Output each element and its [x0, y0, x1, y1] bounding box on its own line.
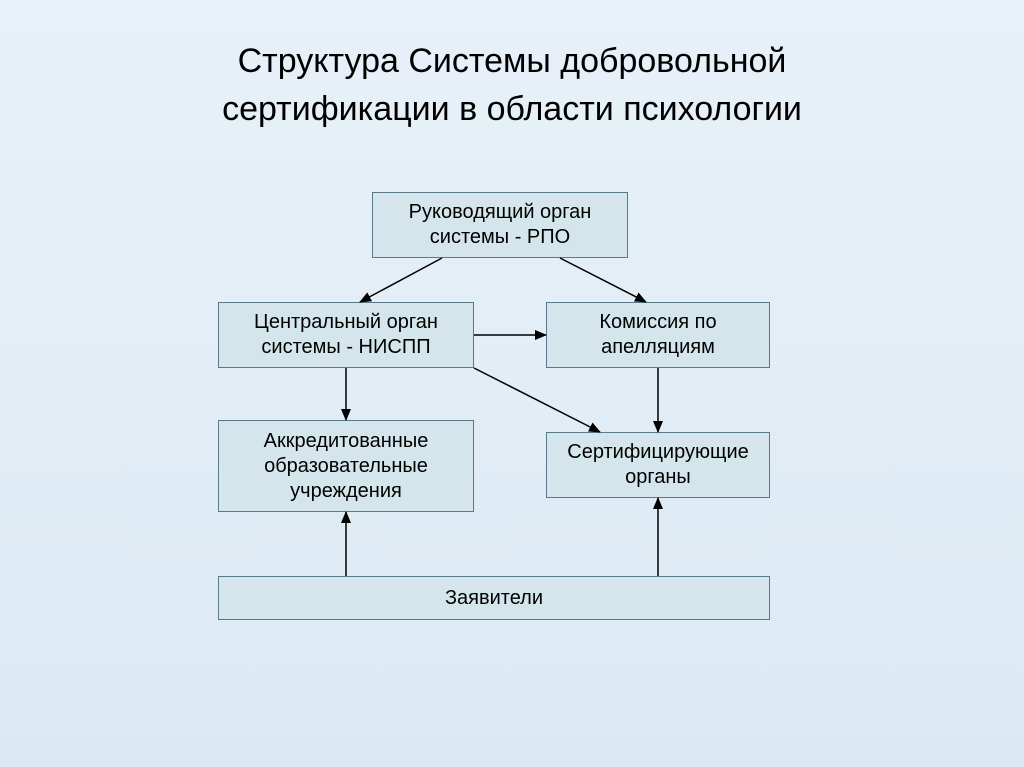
edge-arrow [360, 258, 442, 302]
node-label: Сертифицирующиеорганы [567, 440, 748, 490]
node-applicants: Заявители [218, 576, 770, 620]
node-certifying-bodies: Сертифицирующиеорганы [546, 432, 770, 498]
diagram-canvas: Руководящий органсистемы - РПО Центральн… [0, 0, 1024, 767]
node-label: Аккредитованныеобразовательныеучреждения [264, 429, 429, 504]
edge-arrow [474, 368, 600, 432]
arrows-layer [0, 0, 1024, 767]
node-appeals-commission: Комиссия поапелляциям [546, 302, 770, 368]
node-governing-body: Руководящий органсистемы - РПО [372, 192, 628, 258]
node-central-body: Центральный органсистемы - НИСПП [218, 302, 474, 368]
edge-arrow [560, 258, 646, 302]
node-label: Руководящий органсистемы - РПО [409, 200, 592, 250]
node-label: Комиссия поапелляциям [599, 310, 716, 360]
node-label: Заявители [445, 586, 543, 611]
node-label: Центральный органсистемы - НИСПП [254, 310, 438, 360]
node-accredited-institutions: Аккредитованныеобразовательныеучреждения [218, 420, 474, 512]
